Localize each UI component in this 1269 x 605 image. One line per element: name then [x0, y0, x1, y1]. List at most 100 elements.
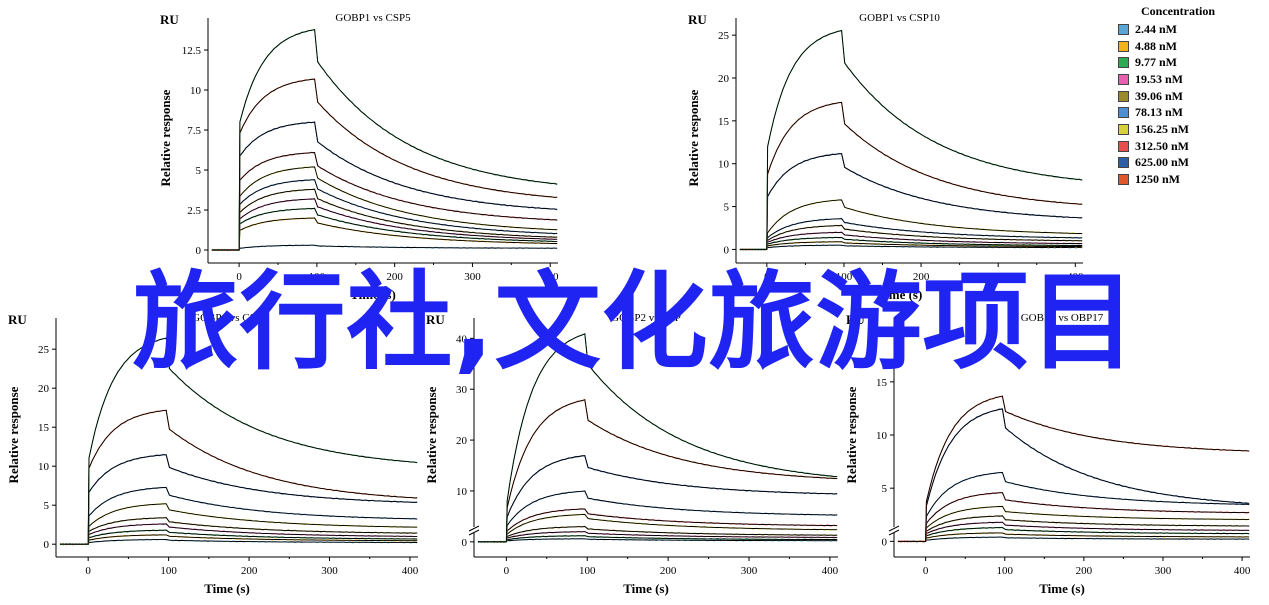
- y-axis-label: Relative response: [844, 386, 859, 483]
- legend-item: 39.06 nM: [1118, 88, 1238, 105]
- fit-curve: [898, 471, 1250, 542]
- legend-label: 312.50 nM: [1135, 138, 1189, 153]
- legend-item: 78.13 nM: [1118, 104, 1238, 121]
- legend-label: 2.44 nM: [1135, 21, 1177, 36]
- y-tick-label: 15: [876, 377, 888, 389]
- x-axis-label: Time (s): [350, 287, 396, 302]
- fit-curve: [478, 490, 838, 543]
- fit-curve: [478, 526, 838, 543]
- x-tick-label: 0: [504, 565, 510, 577]
- legend-item: 312.50 nM: [1118, 138, 1238, 155]
- fit-curve: [211, 29, 558, 251]
- legend-swatch: [1118, 90, 1129, 102]
- fit-curve: [478, 455, 838, 543]
- y-tick-label: 0: [724, 244, 730, 256]
- fit-curve: [739, 153, 1083, 250]
- legend-swatch: [1118, 123, 1129, 135]
- fit-curve: [898, 527, 1250, 542]
- fit-curve: [478, 513, 838, 543]
- fit-curve: [60, 486, 418, 545]
- legend-swatch: [1118, 140, 1129, 152]
- x-tick-label: 300: [321, 565, 338, 577]
- data-curve: [211, 28, 558, 252]
- data-curve: [739, 30, 1083, 251]
- x-tick-label: 0: [923, 565, 929, 577]
- fit-curve: [739, 244, 1083, 250]
- overlay-watermark-text: 旅行社,文化旅游项目: [132, 261, 1137, 384]
- legend-swatch: [1118, 157, 1129, 169]
- y-tick-label: 40: [456, 333, 468, 345]
- y-tick-label: 5: [196, 165, 202, 177]
- x-tick-label: 200: [386, 271, 403, 283]
- axis-break-mark: [468, 529, 480, 536]
- y-tick-label: 5: [882, 483, 888, 495]
- x-axis-label: Time (s): [623, 581, 669, 596]
- x-axis-label: Time (s): [204, 581, 250, 596]
- chart-panel: 0 2.5 5 7.5 10 12.5 0 100 200 300 400 GOBP1 vs CSP5…: [158, 12, 559, 302]
- chart-title: GOBP1 vs CSP: [192, 312, 262, 324]
- x-tick-label: 200: [1076, 565, 1093, 577]
- legend-label: 9.77 nM: [1135, 55, 1177, 70]
- y-tick-label: 10: [876, 430, 888, 442]
- fit-curve: [60, 529, 418, 545]
- legend-item: 19.53 nM: [1118, 71, 1238, 88]
- legend-item: 4.88 nM: [1118, 38, 1238, 55]
- legend-swatch: [1118, 107, 1129, 119]
- data-curve: [211, 151, 558, 252]
- fit-curve: [478, 538, 838, 543]
- y-tick-label: 30: [456, 384, 468, 396]
- fit-curve: [739, 241, 1083, 250]
- x-tick-label: 0: [236, 271, 242, 283]
- fit-curve: [739, 218, 1083, 250]
- fit-curve: [60, 534, 418, 545]
- y-tick-label: 10: [190, 85, 202, 97]
- fit-curve: [211, 217, 558, 251]
- x-tick-label: 400: [822, 565, 839, 577]
- y-tick-label: 5: [724, 202, 730, 214]
- fit-curve: [478, 399, 838, 543]
- fit-curve: [739, 29, 1083, 250]
- y-tick-label: 10: [456, 486, 468, 498]
- y-unit-label: RU: [846, 312, 865, 327]
- x-tick-label: 300: [990, 271, 1007, 283]
- x-tick-label: 200: [913, 271, 930, 283]
- axis-break-mark: [468, 525, 480, 532]
- legend-label: 39.06 nM: [1135, 88, 1183, 103]
- x-tick-label: 400: [542, 271, 559, 283]
- fit-curve: [478, 333, 838, 543]
- legend-item: 156.25 nM: [1118, 121, 1238, 138]
- axis-break-gap: [469, 527, 479, 533]
- fit-curve: [478, 535, 838, 543]
- fit-curve: [211, 188, 558, 251]
- y-axis-label: Relative response: [686, 89, 701, 186]
- legend-item: 2.44 nM: [1118, 21, 1238, 38]
- fit-curve: [60, 517, 418, 545]
- fit-curve: [211, 152, 558, 251]
- y-axis-label: Relative response: [158, 89, 173, 186]
- y-unit-label: RU: [160, 12, 179, 27]
- y-tick-label: 7.5: [187, 125, 201, 137]
- y-tick-label: 20: [38, 383, 50, 395]
- x-tick-label: 400: [1234, 565, 1251, 577]
- y-tick-label: 15: [38, 422, 50, 434]
- y-tick-label: 2.5: [187, 205, 201, 217]
- fit-curve: [211, 208, 558, 251]
- y-unit-label: RU: [688, 12, 707, 27]
- y-tick-label: 0: [882, 536, 888, 548]
- y-tick-label: 10: [718, 159, 730, 171]
- fit-curve: [898, 532, 1250, 542]
- y-tick-label: 0: [462, 537, 468, 549]
- fit-curve: [898, 515, 1250, 542]
- axis-break-gap: [889, 527, 899, 533]
- fit-curve: [898, 521, 1250, 542]
- fit-curve: [211, 179, 558, 251]
- chart-panel: 0 5 10 15 0 100 200 300 400 GOBP2 vs OBP17 RU Relat…: [844, 312, 1251, 596]
- data-curve: [897, 532, 1250, 543]
- legend-title: Concentration: [1141, 4, 1215, 18]
- fit-curve: [211, 78, 558, 251]
- y-tick-label: 25: [718, 30, 730, 42]
- x-tick-label: 100: [579, 565, 596, 577]
- y-tick-label: 0: [196, 245, 202, 257]
- fit-curve: [60, 337, 418, 545]
